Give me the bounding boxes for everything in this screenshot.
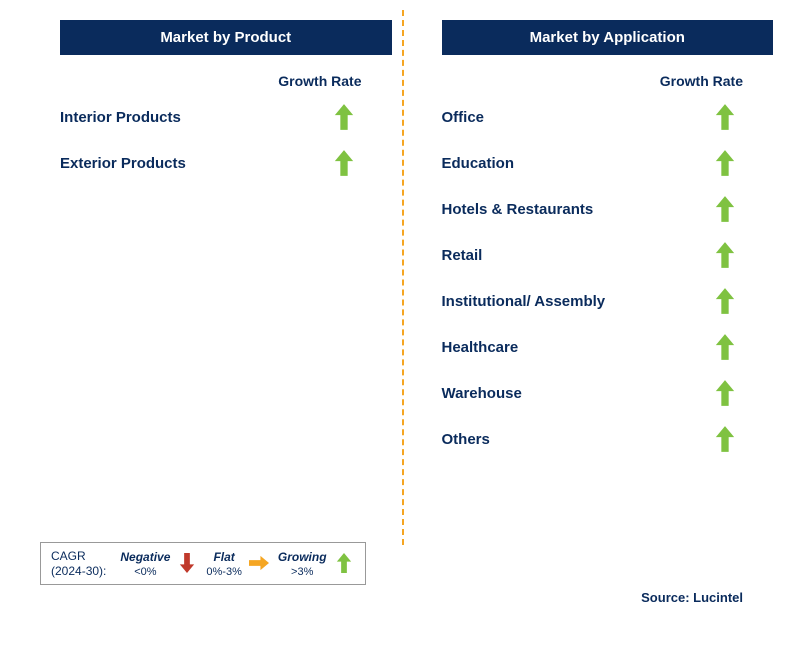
- row-label: Retail: [442, 247, 483, 264]
- table-row: Healthcare: [442, 333, 774, 361]
- table-row: Interior Products: [60, 103, 392, 131]
- growth-label-left: Growth Rate: [60, 73, 392, 89]
- row-label: Warehouse: [442, 385, 522, 402]
- legend-label: Negative: [120, 550, 170, 564]
- row-label: Hotels & Restaurants: [442, 201, 594, 218]
- legend-item: Growing >3%: [278, 550, 327, 578]
- column-product: Market by Product Growth Rate Interior P…: [60, 20, 417, 615]
- legend-label: Growing: [278, 550, 327, 564]
- grow-arrow-icon: [712, 287, 738, 315]
- flat-arrow-icon: [250, 553, 270, 575]
- table-row: Hotels & Restaurants: [442, 195, 774, 223]
- table-row: Others: [442, 425, 774, 453]
- header-application: Market by Application: [442, 20, 774, 55]
- legend-sub: 0%-3%: [206, 566, 241, 578]
- column-application: Market by Application Growth Rate Office…: [417, 20, 774, 615]
- legend-title: CAGR (2024-30):: [51, 549, 106, 578]
- grow-arrow-icon: [712, 103, 738, 131]
- table-row: Warehouse: [442, 379, 774, 407]
- row-label: Office: [442, 109, 485, 126]
- table-row: Institutional/ Assembly: [442, 287, 774, 315]
- grow-arrow-icon: [331, 103, 357, 131]
- legend-sub: >3%: [291, 566, 313, 578]
- grow-arrow-icon: [712, 333, 738, 361]
- growth-label-right: Growth Rate: [442, 73, 774, 89]
- row-label: Institutional/ Assembly: [442, 293, 606, 310]
- neg-arrow-icon: [178, 553, 198, 575]
- grow-arrow-icon: [712, 379, 738, 407]
- rows-application: Office Education Hotels & Restaurants Re…: [442, 103, 774, 453]
- row-label: Exterior Products: [60, 155, 186, 172]
- row-label: Others: [442, 431, 490, 448]
- grow-arrow-icon: [712, 149, 738, 177]
- rows-product: Interior Products Exterior Products: [60, 103, 392, 177]
- legend-title-2: (2024-30):: [51, 564, 106, 578]
- legend-title-1: CAGR: [51, 549, 106, 563]
- legend-label: Flat: [213, 550, 234, 564]
- table-row: Exterior Products: [60, 149, 392, 177]
- legend-sub: <0%: [134, 566, 156, 578]
- grow-arrow-icon: [712, 195, 738, 223]
- table-row: Retail: [442, 241, 774, 269]
- grow-arrow-icon: [335, 553, 355, 575]
- source-text: Source: Lucintel: [641, 590, 743, 605]
- header-product: Market by Product: [60, 20, 392, 55]
- grow-arrow-icon: [712, 425, 738, 453]
- legend: CAGR (2024-30): Negative <0% Flat 0%-3% …: [40, 542, 366, 585]
- grow-arrow-icon: [712, 241, 738, 269]
- table-row: Education: [442, 149, 774, 177]
- grow-arrow-icon: [331, 149, 357, 177]
- table-row: Office: [442, 103, 774, 131]
- legend-item: Negative <0%: [120, 550, 170, 578]
- legend-item: Flat 0%-3%: [206, 550, 241, 578]
- divider: [402, 10, 404, 545]
- row-label: Education: [442, 155, 515, 172]
- row-label: Healthcare: [442, 339, 519, 356]
- row-label: Interior Products: [60, 109, 181, 126]
